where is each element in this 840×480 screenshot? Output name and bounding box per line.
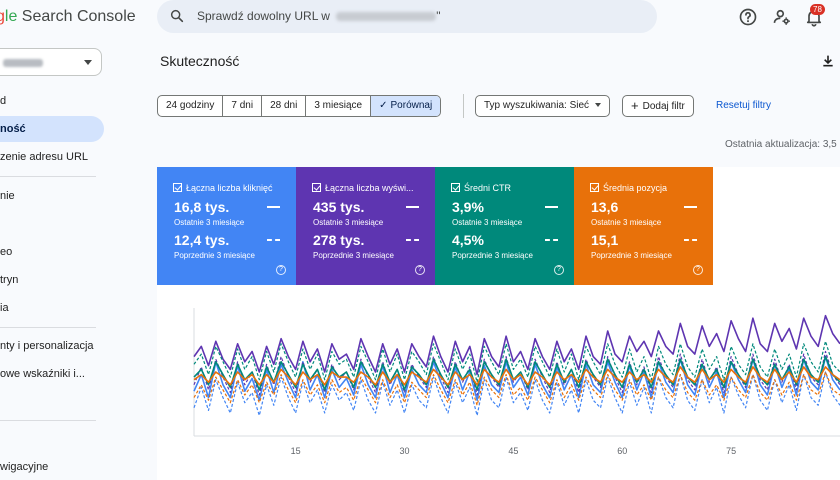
metric-previous-value: 4,5% [452,232,484,248]
sidebar-item-url-inspection[interactable]: zenie adresu URL [0,151,89,163]
metric-card-ctr[interactable]: Średni CTR 3,9% Ostatnie 3 miesiące 4,5%… [435,167,574,285]
series-line-position-current [193,366,840,386]
metric-current-value: 16,8 tys. [174,199,230,215]
metric-current-value: 13,6 [591,199,619,215]
app-logo[interactable]: gle Search Console [0,8,136,25]
search-input[interactable]: Sprawdź dowolny URL w " [197,9,441,23]
x-tick-label: 30 [399,446,409,456]
solid-line-legend-icon [267,206,280,208]
metric-card-impressions[interactable]: Łączna liczba wyświ... 435 tys. Ostatnie… [296,167,435,285]
arrow-drop-down-icon [595,103,602,108]
redacted-url [336,12,437,22]
search-type-dropdown[interactable]: Typ wyszukiwania: Sieć [475,95,611,117]
sidebar-divider [0,327,96,328]
sidebar-item-experience[interactable]: nty i personalizacja [0,340,94,352]
help-icon[interactable]: ? [693,265,703,275]
series-line-position-previous [193,371,840,406]
metric-card-position[interactable]: Średnia pozycja 13,6 Ostatnie 3 miesiące… [574,167,713,285]
page-title: Skuteczność [160,53,240,69]
x-tick-label: 15 [291,446,301,456]
notification-count-badge: 78 [810,4,825,15]
metric-current-value: 435 tys. [313,199,365,215]
help-icon[interactable] [738,7,758,27]
series-line-ctr-current [193,355,840,391]
x-tick-label: 45 [508,446,518,456]
solid-line-legend-icon [545,206,558,208]
manage-accounts-icon[interactable] [772,7,792,27]
add-filter-button[interactable]: + Dodaj filtr [622,95,694,117]
series-line-ctr-previous [193,340,840,383]
range-24h-chip[interactable]: 24 godziny [158,96,224,116]
range-compare-chip[interactable]: ✓ Porównaj [371,96,441,116]
checkbox-checked-icon[interactable] [173,183,182,192]
sidebar-item-core-web-vitals[interactable]: owe wskaźniki i... [0,368,85,380]
help-icon[interactable]: ? [276,265,286,275]
arrow-drop-down-icon [84,60,92,65]
metric-previous-label: Poprzednie 3 miesiące [591,251,672,260]
metric-previous-label: Poprzednie 3 miesiące [313,251,394,260]
download-icon[interactable] [820,53,836,69]
dashed-line-legend-icon [267,239,280,241]
sidebar-divider [0,420,96,421]
solid-line-legend-icon [684,206,697,208]
x-tick-label: 60 [617,446,627,456]
performance-line-chart: 15 30 45 60 75 [193,308,840,456]
checkbox-checked-icon[interactable] [312,183,321,192]
metric-card-clicks[interactable]: Łączna liczba kliknięć 16,8 tys. Ostatni… [157,167,296,285]
metric-current-label: Ostatnie 3 miesiące [452,218,523,227]
metric-current-label: Ostatnie 3 miesiące [591,218,662,227]
date-range-selector: 24 godziny 7 dni 28 dni 3 miesiące ✓ Poró… [157,95,442,117]
metric-current-label: Ostatnie 3 miesiące [174,218,245,227]
sidebar-item-overview[interactable]: d [0,95,7,107]
last-update-text: Ostatnia aktualizacja: 3,5 [725,139,837,150]
sidebar-divider [0,176,96,177]
sidebar-item-performance[interactable]: ność [0,116,104,142]
metric-previous-value: 12,4 tys. [174,232,230,248]
sidebar-item-sitemaps[interactable]: tryn [0,274,19,286]
metric-current-label: Ostatnie 3 miesiące [313,218,384,227]
metric-previous-value: 15,1 [591,232,619,248]
range-7d-chip[interactable]: 7 dni [223,96,263,116]
series-line-impressions-previous [193,350,840,396]
dashed-line-legend-icon [406,239,419,241]
dashed-line-legend-icon [545,239,558,241]
help-icon[interactable]: ? [415,265,425,275]
filter-divider [463,94,464,118]
x-tick-label: 75 [726,446,736,456]
metric-previous-value: 278 tys. [313,232,365,248]
check-icon: ✓ [379,100,388,111]
url-inspection-search[interactable]: Sprawdź dowolny URL w " [157,0,657,33]
solid-line-legend-icon [406,206,419,208]
metric-current-value: 3,9% [452,199,484,215]
sidebar-item-removals[interactable]: ia [0,302,9,314]
property-selector[interactable] [0,48,102,76]
reset-filters-link[interactable]: Resetuj filtry [716,100,772,111]
sidebar-item-breadcrumbs[interactable]: wigacyjne [0,461,49,473]
metric-previous-label: Poprzednie 3 miesiące [452,251,533,260]
sidebar-item-video[interactable]: eo [0,246,13,258]
sidebar: d ność zenie adresu URL nie eo tryn ia n… [0,36,150,480]
checkbox-checked-icon[interactable] [590,183,599,192]
checkbox-checked-icon[interactable] [451,183,460,192]
plus-icon: + [631,98,639,113]
metric-previous-label: Poprzednie 3 miesiące [174,251,255,260]
sidebar-item-pages[interactable]: nie [0,190,15,202]
search-icon [170,9,184,23]
range-28d-chip[interactable]: 28 dni [262,96,307,116]
series-line-impressions-current [193,314,840,376]
top-bar: gle Search Console Sprawdź dowolny URL w… [0,0,840,36]
dashed-line-legend-icon [684,239,697,241]
range-3m-chip[interactable]: 3 miesiące [306,96,372,116]
redacted-property [3,59,43,67]
help-icon[interactable]: ? [554,265,564,275]
